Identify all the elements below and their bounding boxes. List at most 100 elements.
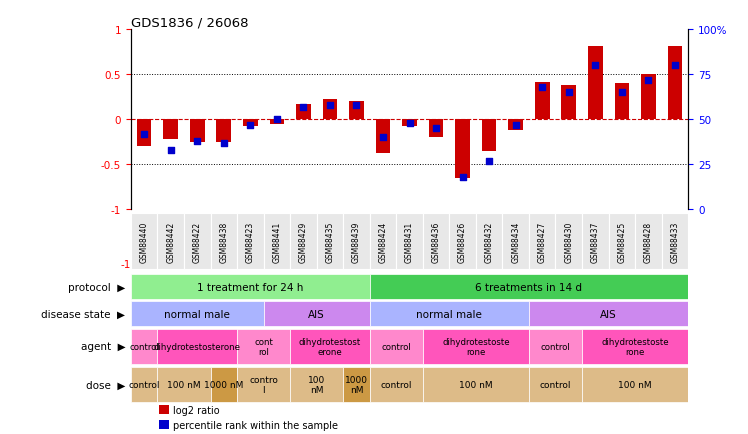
- Bar: [184, 214, 210, 270]
- Text: GSM88422: GSM88422: [193, 221, 202, 262]
- Point: [165, 147, 177, 154]
- Text: control: control: [381, 380, 412, 389]
- Bar: [216, 120, 231, 142]
- Point: [430, 125, 442, 132]
- Bar: [190, 120, 204, 142]
- Bar: [370, 302, 529, 326]
- Point: [456, 174, 468, 181]
- Bar: [482, 120, 497, 151]
- Bar: [402, 120, 417, 127]
- Text: dihydrotestosterone: dihydrotestosterone: [154, 342, 241, 351]
- Point: [191, 138, 203, 145]
- Bar: [163, 120, 178, 140]
- Point: [404, 120, 416, 127]
- Text: 1000 nM: 1000 nM: [204, 380, 243, 389]
- Text: normal male: normal male: [417, 309, 482, 319]
- Text: -1: -1: [120, 260, 131, 270]
- Text: dihydrotestost
erone: dihydrotestost erone: [298, 337, 361, 356]
- Point: [562, 89, 574, 96]
- Bar: [210, 214, 237, 270]
- Bar: [456, 120, 470, 178]
- Point: [298, 104, 310, 111]
- Text: dihydrotestoste
rone: dihydrotestoste rone: [442, 337, 509, 356]
- Bar: [159, 420, 169, 429]
- Text: GSM88436: GSM88436: [432, 221, 441, 262]
- Text: 100
nM: 100 nM: [308, 375, 325, 395]
- Text: control: control: [381, 342, 411, 351]
- Point: [536, 84, 548, 91]
- Text: 6 treatments in 14 d: 6 treatments in 14 d: [476, 282, 583, 292]
- Bar: [159, 405, 169, 414]
- Bar: [210, 367, 237, 402]
- Point: [351, 102, 363, 109]
- Bar: [662, 214, 688, 270]
- Bar: [237, 367, 290, 402]
- Bar: [157, 329, 237, 364]
- Bar: [137, 120, 151, 147]
- Text: GDS1836 / 26068: GDS1836 / 26068: [131, 16, 248, 29]
- Bar: [562, 86, 576, 120]
- Text: agent  ▶: agent ▶: [81, 342, 126, 352]
- Bar: [370, 367, 423, 402]
- Point: [377, 135, 389, 141]
- Bar: [343, 214, 370, 270]
- Bar: [316, 214, 343, 270]
- Bar: [641, 75, 656, 120]
- Bar: [375, 120, 390, 154]
- Bar: [429, 120, 444, 138]
- Bar: [529, 329, 582, 364]
- Text: 100 nM: 100 nM: [459, 380, 493, 389]
- Text: 100 nM: 100 nM: [167, 380, 200, 389]
- Bar: [423, 367, 529, 402]
- Bar: [476, 214, 503, 270]
- Point: [271, 116, 283, 123]
- Point: [643, 77, 654, 84]
- Bar: [529, 302, 688, 326]
- Text: 100 nM: 100 nM: [619, 380, 652, 389]
- Bar: [131, 214, 157, 270]
- Text: GSM88427: GSM88427: [538, 221, 547, 262]
- Text: GSM88433: GSM88433: [670, 221, 679, 262]
- Bar: [237, 329, 290, 364]
- Bar: [588, 46, 603, 120]
- Bar: [370, 329, 423, 364]
- Point: [669, 63, 681, 70]
- Bar: [635, 214, 662, 270]
- Point: [483, 158, 495, 164]
- Bar: [269, 120, 284, 125]
- Bar: [450, 214, 476, 270]
- Bar: [263, 302, 370, 326]
- Bar: [290, 214, 316, 270]
- Text: GSM88424: GSM88424: [378, 221, 387, 262]
- Bar: [582, 329, 688, 364]
- Text: GSM88438: GSM88438: [219, 221, 228, 262]
- Text: control: control: [541, 342, 571, 351]
- Text: control: control: [129, 342, 159, 351]
- Bar: [396, 214, 423, 270]
- Bar: [668, 46, 682, 120]
- Bar: [131, 367, 157, 402]
- Text: control: control: [129, 380, 160, 389]
- Text: GSM88441: GSM88441: [272, 221, 281, 262]
- Text: cont
rol: cont rol: [254, 337, 273, 356]
- Text: GSM88431: GSM88431: [405, 221, 414, 262]
- Bar: [582, 214, 609, 270]
- Bar: [322, 100, 337, 120]
- Bar: [157, 367, 210, 402]
- Point: [509, 122, 521, 129]
- Bar: [370, 275, 688, 299]
- Text: percentile rank within the sample: percentile rank within the sample: [173, 420, 337, 430]
- Text: control: control: [540, 380, 571, 389]
- Text: GSM88425: GSM88425: [617, 221, 626, 262]
- Text: GSM88435: GSM88435: [325, 221, 334, 262]
- Text: dose  ▶: dose ▶: [86, 380, 126, 390]
- Text: GSM88442: GSM88442: [166, 221, 175, 262]
- Text: normal male: normal male: [165, 309, 230, 319]
- Text: log2 ratio: log2 ratio: [173, 405, 219, 414]
- Point: [324, 102, 336, 109]
- Bar: [290, 367, 343, 402]
- Bar: [609, 214, 635, 270]
- Bar: [370, 214, 396, 270]
- Bar: [535, 82, 550, 120]
- Text: GSM88426: GSM88426: [458, 221, 467, 262]
